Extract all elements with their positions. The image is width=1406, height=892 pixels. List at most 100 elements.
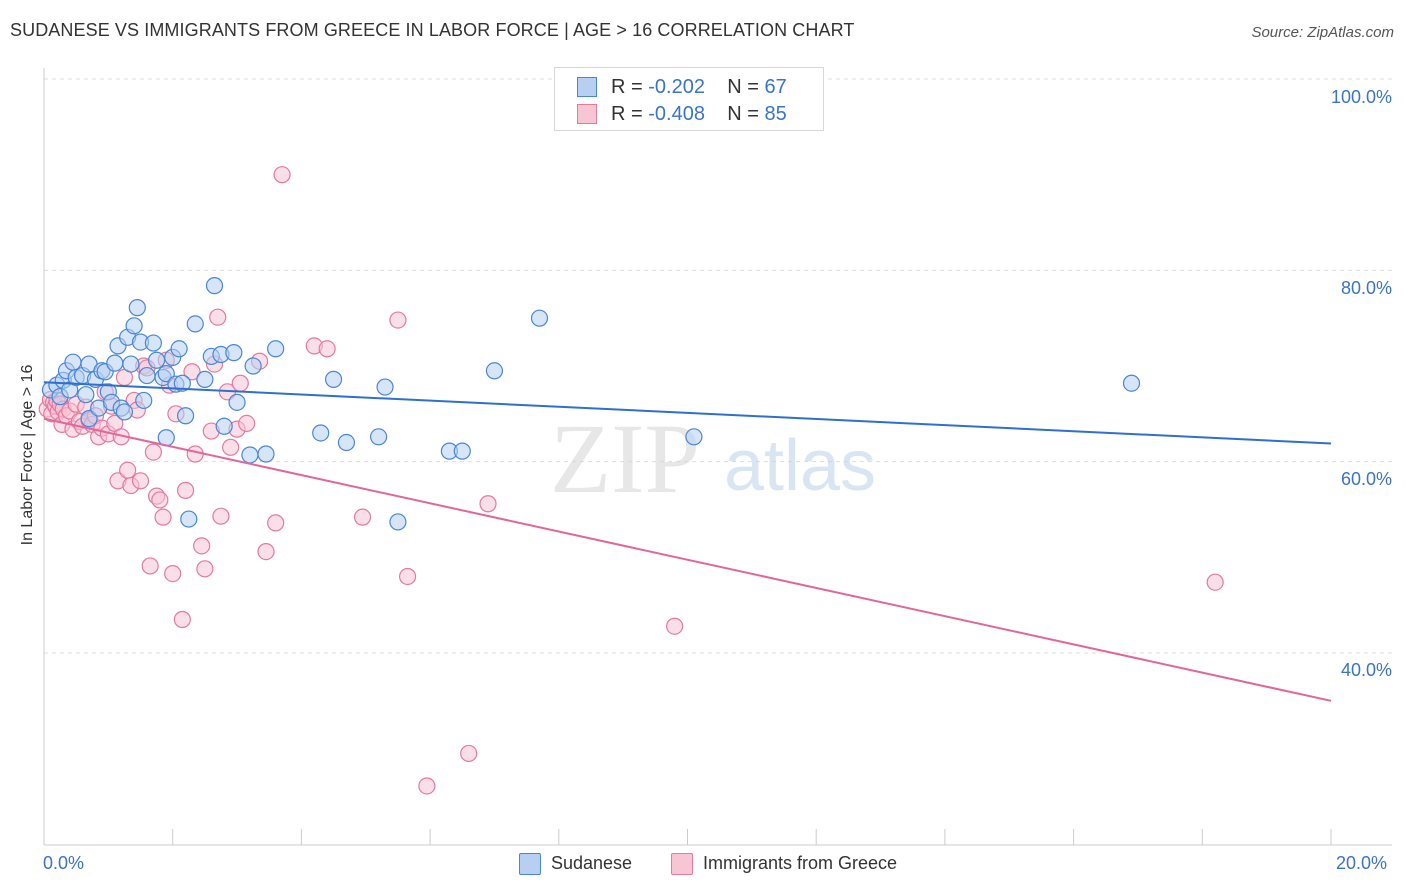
sudanese-point	[376, 378, 394, 396]
sudanese-point	[312, 424, 330, 442]
sudanese-point	[106, 354, 124, 372]
n-label: N =	[727, 103, 759, 125]
n-label: N =	[727, 76, 759, 98]
greece-point	[318, 340, 336, 358]
sudanese-point	[157, 365, 175, 383]
legend-swatch-greece	[671, 853, 693, 875]
greece-point	[389, 311, 407, 329]
sudanese-point	[530, 309, 549, 327]
sudanese-point	[228, 393, 246, 411]
greece-point	[398, 567, 417, 586]
greece-point	[164, 564, 182, 583]
legend-label: Immigrants from Greece	[703, 853, 898, 873]
greece-point	[176, 481, 195, 499]
sudanese-point	[122, 355, 140, 373]
r-value: -0.202	[648, 76, 705, 98]
sudanese-point	[244, 357, 262, 375]
greece-point	[209, 308, 227, 326]
sudanese-point	[389, 513, 407, 531]
sudanese-point	[337, 433, 356, 452]
greece-point	[257, 542, 275, 561]
greece-point	[212, 507, 230, 525]
sudanese-point	[324, 370, 343, 388]
sudanese-trend-line	[43, 381, 1332, 445]
greece-point	[231, 374, 249, 392]
sudanese-point	[135, 391, 153, 410]
sudanese-point	[176, 407, 195, 425]
watermark-zip: ZIP	[550, 403, 700, 514]
sudanese-point	[257, 445, 275, 463]
n-value: 85	[764, 103, 787, 125]
sudanese-point	[225, 344, 243, 362]
legend-swatch-greece	[577, 104, 597, 124]
sudanese-point	[205, 277, 224, 295]
r-label: R =	[611, 103, 643, 125]
greece-point	[119, 461, 137, 479]
y-tick-label: 100.0%	[1330, 87, 1392, 107]
sudanese-point	[180, 510, 198, 528]
chart-source: Source: ZipAtlas.com	[1251, 24, 1394, 41]
y-tick-label: 60.0%	[1340, 469, 1392, 489]
greece-point	[196, 560, 214, 578]
sudanese-point	[196, 370, 214, 388]
legend-swatch-sudanese	[519, 853, 541, 875]
greece-point	[479, 495, 497, 513]
greece-point	[151, 491, 169, 509]
greece-point	[183, 363, 201, 381]
greece-point	[154, 508, 172, 526]
sudanese-point	[215, 417, 233, 435]
sudanese-point	[77, 386, 95, 404]
axes	[43, 68, 1392, 846]
greece-point	[222, 438, 240, 456]
series-sudanese-points	[41, 277, 1141, 531]
sudanese-point	[370, 428, 388, 446]
r-value: -0.408	[648, 103, 705, 125]
series-legend: Sudanese Immigrants from Greece	[0, 852, 1406, 876]
sudanese-point	[138, 366, 156, 385]
greece-point	[666, 617, 684, 635]
greece-point	[353, 508, 372, 526]
greece-point	[418, 777, 436, 795]
sudanese-point	[125, 317, 143, 335]
legend-swatch-sudanese	[577, 77, 597, 97]
sudanese-point	[80, 410, 98, 428]
sudanese-point	[453, 442, 471, 460]
greece-point	[1206, 573, 1224, 591]
trend-lines	[43, 381, 1332, 702]
greece-point	[131, 472, 150, 490]
x-tick-label: 20.0%	[1336, 853, 1388, 873]
sudanese-point	[115, 403, 134, 421]
sudanese-point	[173, 374, 191, 392]
sudanese-point	[144, 334, 162, 352]
sudanese-point	[64, 353, 82, 371]
sudanese-point	[485, 362, 504, 380]
watermark-atlas: atlas	[724, 426, 876, 506]
greece-trend-line	[43, 417, 1332, 702]
correlation-legend: R = -0.202 N = 67 R = -0.408 N = 85	[554, 67, 824, 131]
greece-point	[273, 166, 291, 184]
greece-point	[173, 610, 191, 629]
greece-point	[144, 443, 162, 461]
x-tick-label: 0.0%	[43, 853, 85, 873]
greece-point	[193, 537, 211, 555]
greece-point	[238, 414, 256, 432]
greece-point	[141, 557, 159, 575]
sudanese-point	[186, 315, 204, 333]
sudanese-point	[170, 340, 188, 358]
greece-point	[460, 744, 478, 763]
sudanese-point	[685, 428, 703, 446]
sudanese-point	[148, 351, 166, 369]
greece-point	[267, 514, 285, 532]
sudanese-point	[1122, 374, 1141, 392]
watermark: ZIP atlas	[550, 403, 876, 514]
sudanese-point	[267, 340, 285, 358]
chart-title: SUDANESE VS IMMIGRANTS FROM GREECE IN LA…	[10, 20, 855, 40]
r-label: R =	[611, 76, 643, 98]
n-value: 67	[764, 76, 787, 98]
sudanese-point	[241, 446, 259, 464]
y-tick-label: 40.0%	[1340, 660, 1392, 680]
y-tick-label: 80.0%	[1340, 278, 1392, 298]
legend-label: Sudanese	[551, 853, 633, 873]
sudanese-point	[128, 299, 146, 317]
